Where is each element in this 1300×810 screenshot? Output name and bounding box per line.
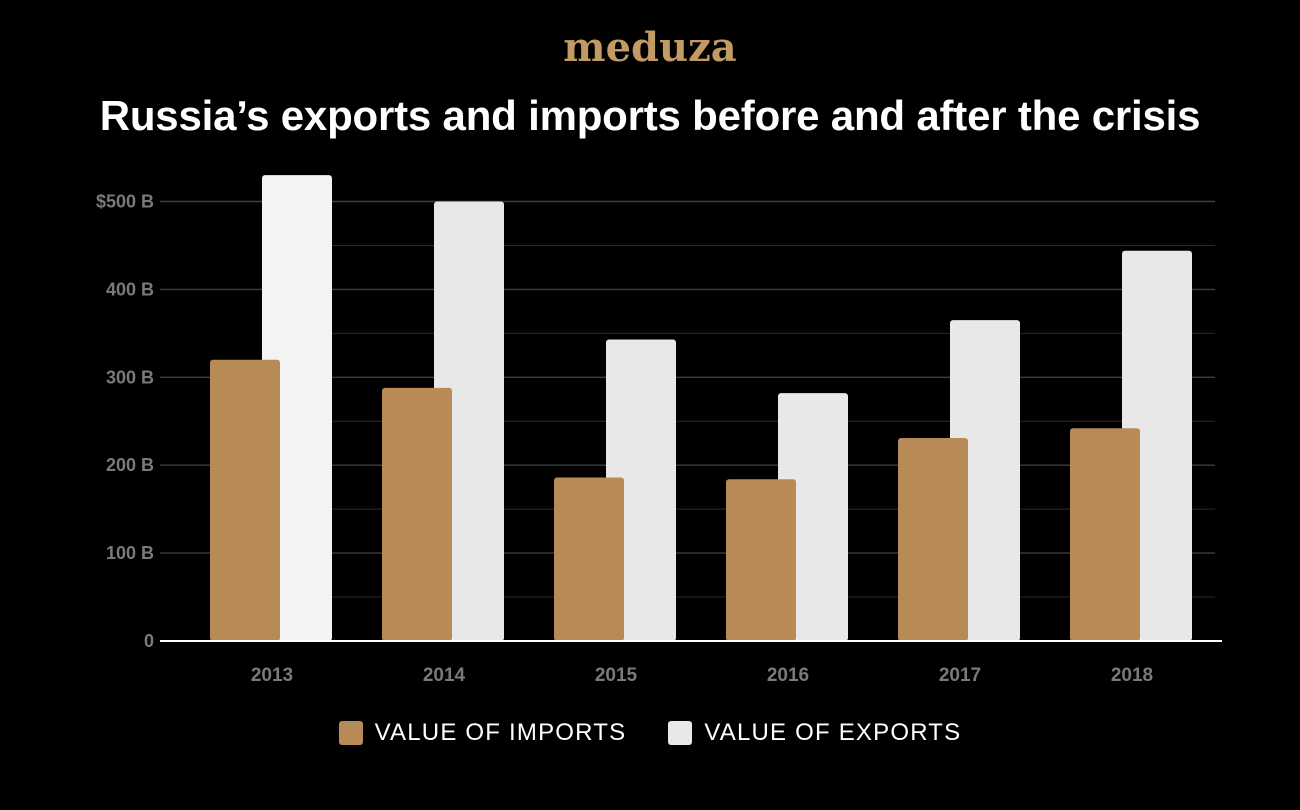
legend-label-exports: VALUE OF EXPORTS (704, 719, 962, 746)
chart-title: Russia’s exports and imports before and … (99, 92, 1201, 139)
y-tick-label: $500 B (96, 192, 154, 212)
y-tick-label: 100 B (106, 543, 154, 563)
x-tick-label-2013: 2013 (251, 665, 293, 686)
x-tick-label-2016: 2016 (767, 665, 809, 686)
legend-swatch-imports (338, 721, 363, 745)
y-tick-label: 300 B (106, 367, 154, 387)
bar-imports-2018 (1070, 428, 1140, 641)
legend-label-imports: VALUE OF IMPORTS (374, 719, 627, 746)
y-tick-label: 0 (144, 631, 154, 651)
x-tick-label-2018: 2018 (1111, 665, 1153, 686)
x-tick-label-2015: 2015 (595, 665, 638, 686)
bar-imports-2015 (554, 477, 624, 641)
brand-logo: meduza (563, 24, 737, 71)
legend-item-imports: VALUE OF IMPORTS (338, 718, 627, 748)
bar-imports-2013 (210, 359, 280, 641)
x-tick-label-2017: 2017 (939, 665, 981, 686)
bar-imports-2017 (898, 437, 968, 641)
x-tick-label-2014: 2014 (423, 665, 466, 686)
y-tick-label: 400 B (106, 279, 154, 299)
y-tick-label: 200 B (106, 455, 154, 475)
bar-imports-2014 (382, 387, 452, 641)
chart-legend: VALUE OF IMPORTS VALUE OF EXPORTS (0, 718, 1300, 748)
legend-swatch-exports (668, 721, 693, 745)
legend-item-exports: VALUE OF EXPORTS (668, 718, 961, 748)
bar-imports-2016 (726, 479, 796, 641)
